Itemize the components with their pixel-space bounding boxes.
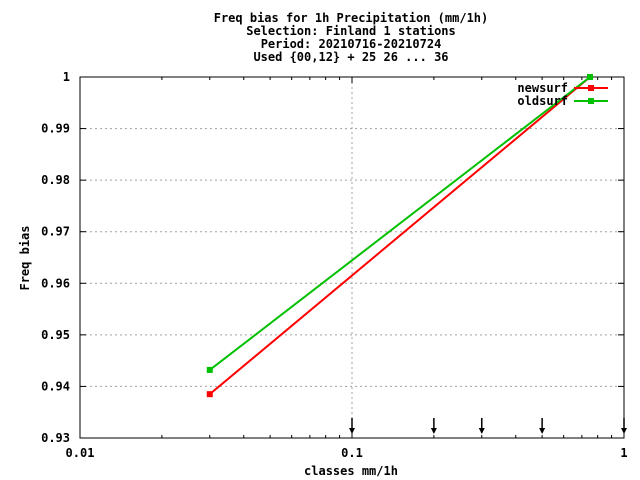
class-markers (349, 418, 627, 434)
data-point-oldsurf (587, 74, 594, 80)
series-line-newsurf (209, 76, 591, 395)
y-tick-label: 0.95 (41, 328, 70, 342)
y-tick-label: 0.96 (41, 276, 70, 290)
class-marker-arrowhead (349, 428, 355, 434)
x-axis-label: classes mm/1h (304, 464, 398, 478)
legend-label: oldsurf (517, 94, 568, 108)
x-tick-label: 1 (620, 446, 627, 460)
y-tick-label: 0.93 (41, 431, 70, 445)
class-marker-arrowhead (478, 428, 485, 434)
data-point-oldsurf (206, 366, 213, 373)
legend-marker (588, 98, 594, 104)
title-line: Freq bias for 1h Precipitation (mm/1h) (214, 11, 489, 25)
title-line: Selection: Finland 1 stations (246, 24, 456, 38)
y-tick-label: 0.99 (41, 122, 70, 136)
x-tick-label: 0.01 (66, 446, 95, 460)
x-axis: 0.01 0.1 1 (66, 77, 628, 460)
data-point-newsurf (206, 391, 213, 398)
grid (80, 77, 624, 438)
y-tick-label: 0.98 (41, 173, 70, 187)
legend-label: newsurf (517, 81, 568, 95)
class-marker-arrowhead (430, 428, 437, 434)
series-line-oldsurf (209, 76, 591, 371)
x-tick-label: 0.1 (341, 446, 363, 460)
class-marker-arrowhead (539, 428, 546, 434)
y-tick-label: 0.97 (41, 225, 70, 239)
class-marker-arrowhead (621, 428, 627, 434)
chart-title: Freq bias for 1h Precipitation (mm/1h)Se… (214, 11, 489, 64)
y-tick-label: 0.94 (41, 379, 70, 393)
legend-marker (588, 85, 594, 91)
y-axis-label: Freq bias (18, 225, 32, 290)
series (206, 74, 594, 398)
y-axis: 0.93 0.94 0.95 0.96 0.97 0.98 0.99 1 (41, 70, 624, 445)
y-tick-label: 1 (63, 70, 70, 84)
title-line: Used {00,12} + 25 26 ... 36 (253, 50, 448, 64)
title-line: Period: 20210716-20210724 (261, 37, 442, 51)
